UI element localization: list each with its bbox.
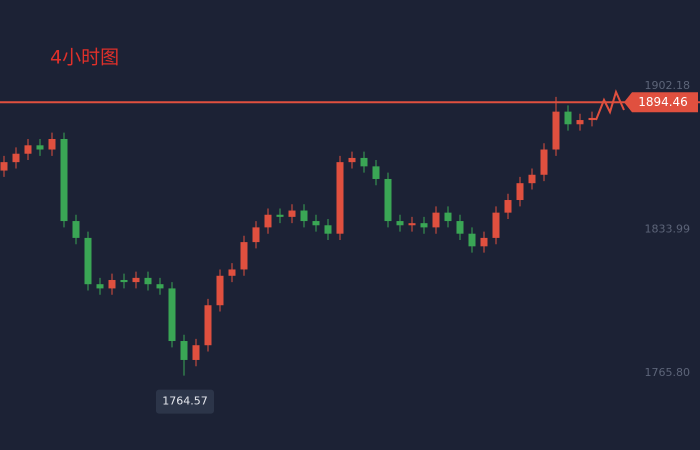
- candle-body: [468, 233, 476, 247]
- price-label: 1894.46: [638, 95, 688, 109]
- candle-body: [48, 138, 56, 150]
- candle-body: [60, 138, 68, 222]
- candle-body: [36, 145, 44, 150]
- candle-body: [204, 305, 212, 346]
- candle-body: [216, 275, 224, 306]
- candle-body: [516, 183, 524, 201]
- candle-body: [372, 166, 380, 179]
- candle-body: [288, 210, 296, 217]
- candle-body: [180, 341, 188, 360]
- candle-body: [24, 145, 32, 154]
- candle-body: [324, 225, 332, 234]
- y-tick-label: 1765.80: [645, 366, 691, 379]
- candle-body: [588, 117, 596, 121]
- y-tick-label: 1902.18: [645, 79, 691, 92]
- candle-body: [540, 149, 548, 175]
- y-tick-label: 1833.99: [645, 223, 691, 236]
- candle-body: [360, 157, 368, 167]
- candle-body: [564, 111, 572, 125]
- candle-body: [156, 284, 164, 289]
- candle-body: [240, 242, 248, 270]
- candle-body: [84, 237, 92, 285]
- candle-body: [528, 174, 536, 184]
- candle-body: [408, 223, 416, 226]
- candle-body: [96, 284, 104, 289]
- candle-body: [0, 162, 8, 171]
- candle-body: [300, 210, 308, 222]
- candle-body: [480, 237, 488, 247]
- candle-body: [312, 221, 320, 226]
- candle-body: [456, 221, 464, 234]
- candle-body: [348, 157, 356, 163]
- candle-body: [12, 153, 20, 163]
- min-label: 1764.57: [162, 395, 208, 408]
- chart-title: 4小时图: [50, 47, 119, 69]
- candle-body: [444, 212, 452, 222]
- candle-body: [336, 162, 344, 234]
- candle-body: [144, 277, 152, 285]
- candle-body: [396, 221, 404, 226]
- candle-body: [120, 279, 128, 283]
- candle-body: [264, 214, 272, 228]
- min-tag: [156, 389, 214, 414]
- candle-body: [168, 288, 176, 342]
- candle-body: [420, 223, 428, 228]
- price-tag: [624, 92, 698, 113]
- candle-body: [192, 345, 200, 360]
- candle-body: [432, 212, 440, 228]
- candle-body: [228, 269, 236, 276]
- candle-body: [492, 212, 500, 238]
- candle-body: [504, 200, 512, 213]
- candle-body: [576, 120, 584, 125]
- candle-body: [132, 277, 140, 283]
- candle-body: [108, 279, 116, 289]
- candle-body: [276, 214, 284, 217]
- decor-arrow: [595, 89, 625, 121]
- candle-body: [72, 221, 80, 238]
- candle-body: [252, 227, 260, 243]
- candle-body: [552, 111, 560, 150]
- candle-body: [384, 178, 392, 222]
